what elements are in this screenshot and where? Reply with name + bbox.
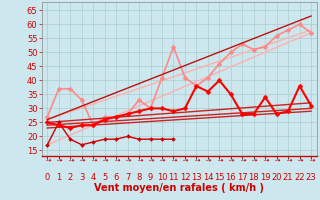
Text: ↗: ↗ xyxy=(100,156,109,164)
Text: ↗: ↗ xyxy=(77,156,86,164)
Text: ↗: ↗ xyxy=(146,156,155,164)
Text: ↗: ↗ xyxy=(55,156,63,164)
Text: ↗: ↗ xyxy=(261,156,269,164)
Text: ↗: ↗ xyxy=(192,156,201,164)
X-axis label: Vent moyen/en rafales ( km/h ): Vent moyen/en rafales ( km/h ) xyxy=(94,183,264,193)
Text: ↗: ↗ xyxy=(227,156,235,164)
Text: ↗: ↗ xyxy=(135,156,143,164)
Text: ↗: ↗ xyxy=(215,156,224,164)
Text: ↗: ↗ xyxy=(89,156,97,164)
Text: ↗: ↗ xyxy=(43,156,52,164)
Text: ↗: ↗ xyxy=(181,156,189,164)
Text: ↗: ↗ xyxy=(124,156,132,164)
Text: ↗: ↗ xyxy=(158,156,166,164)
Text: ↗: ↗ xyxy=(307,156,315,164)
Text: ↗: ↗ xyxy=(295,156,304,164)
Text: ↗: ↗ xyxy=(204,156,212,164)
Text: ↗: ↗ xyxy=(112,156,120,164)
Text: ↗: ↗ xyxy=(66,156,75,164)
Text: ↗: ↗ xyxy=(284,156,292,164)
Text: ↗: ↗ xyxy=(238,156,246,164)
Text: ↗: ↗ xyxy=(250,156,258,164)
Text: ↗: ↗ xyxy=(169,156,178,164)
Text: ↗: ↗ xyxy=(272,156,281,164)
